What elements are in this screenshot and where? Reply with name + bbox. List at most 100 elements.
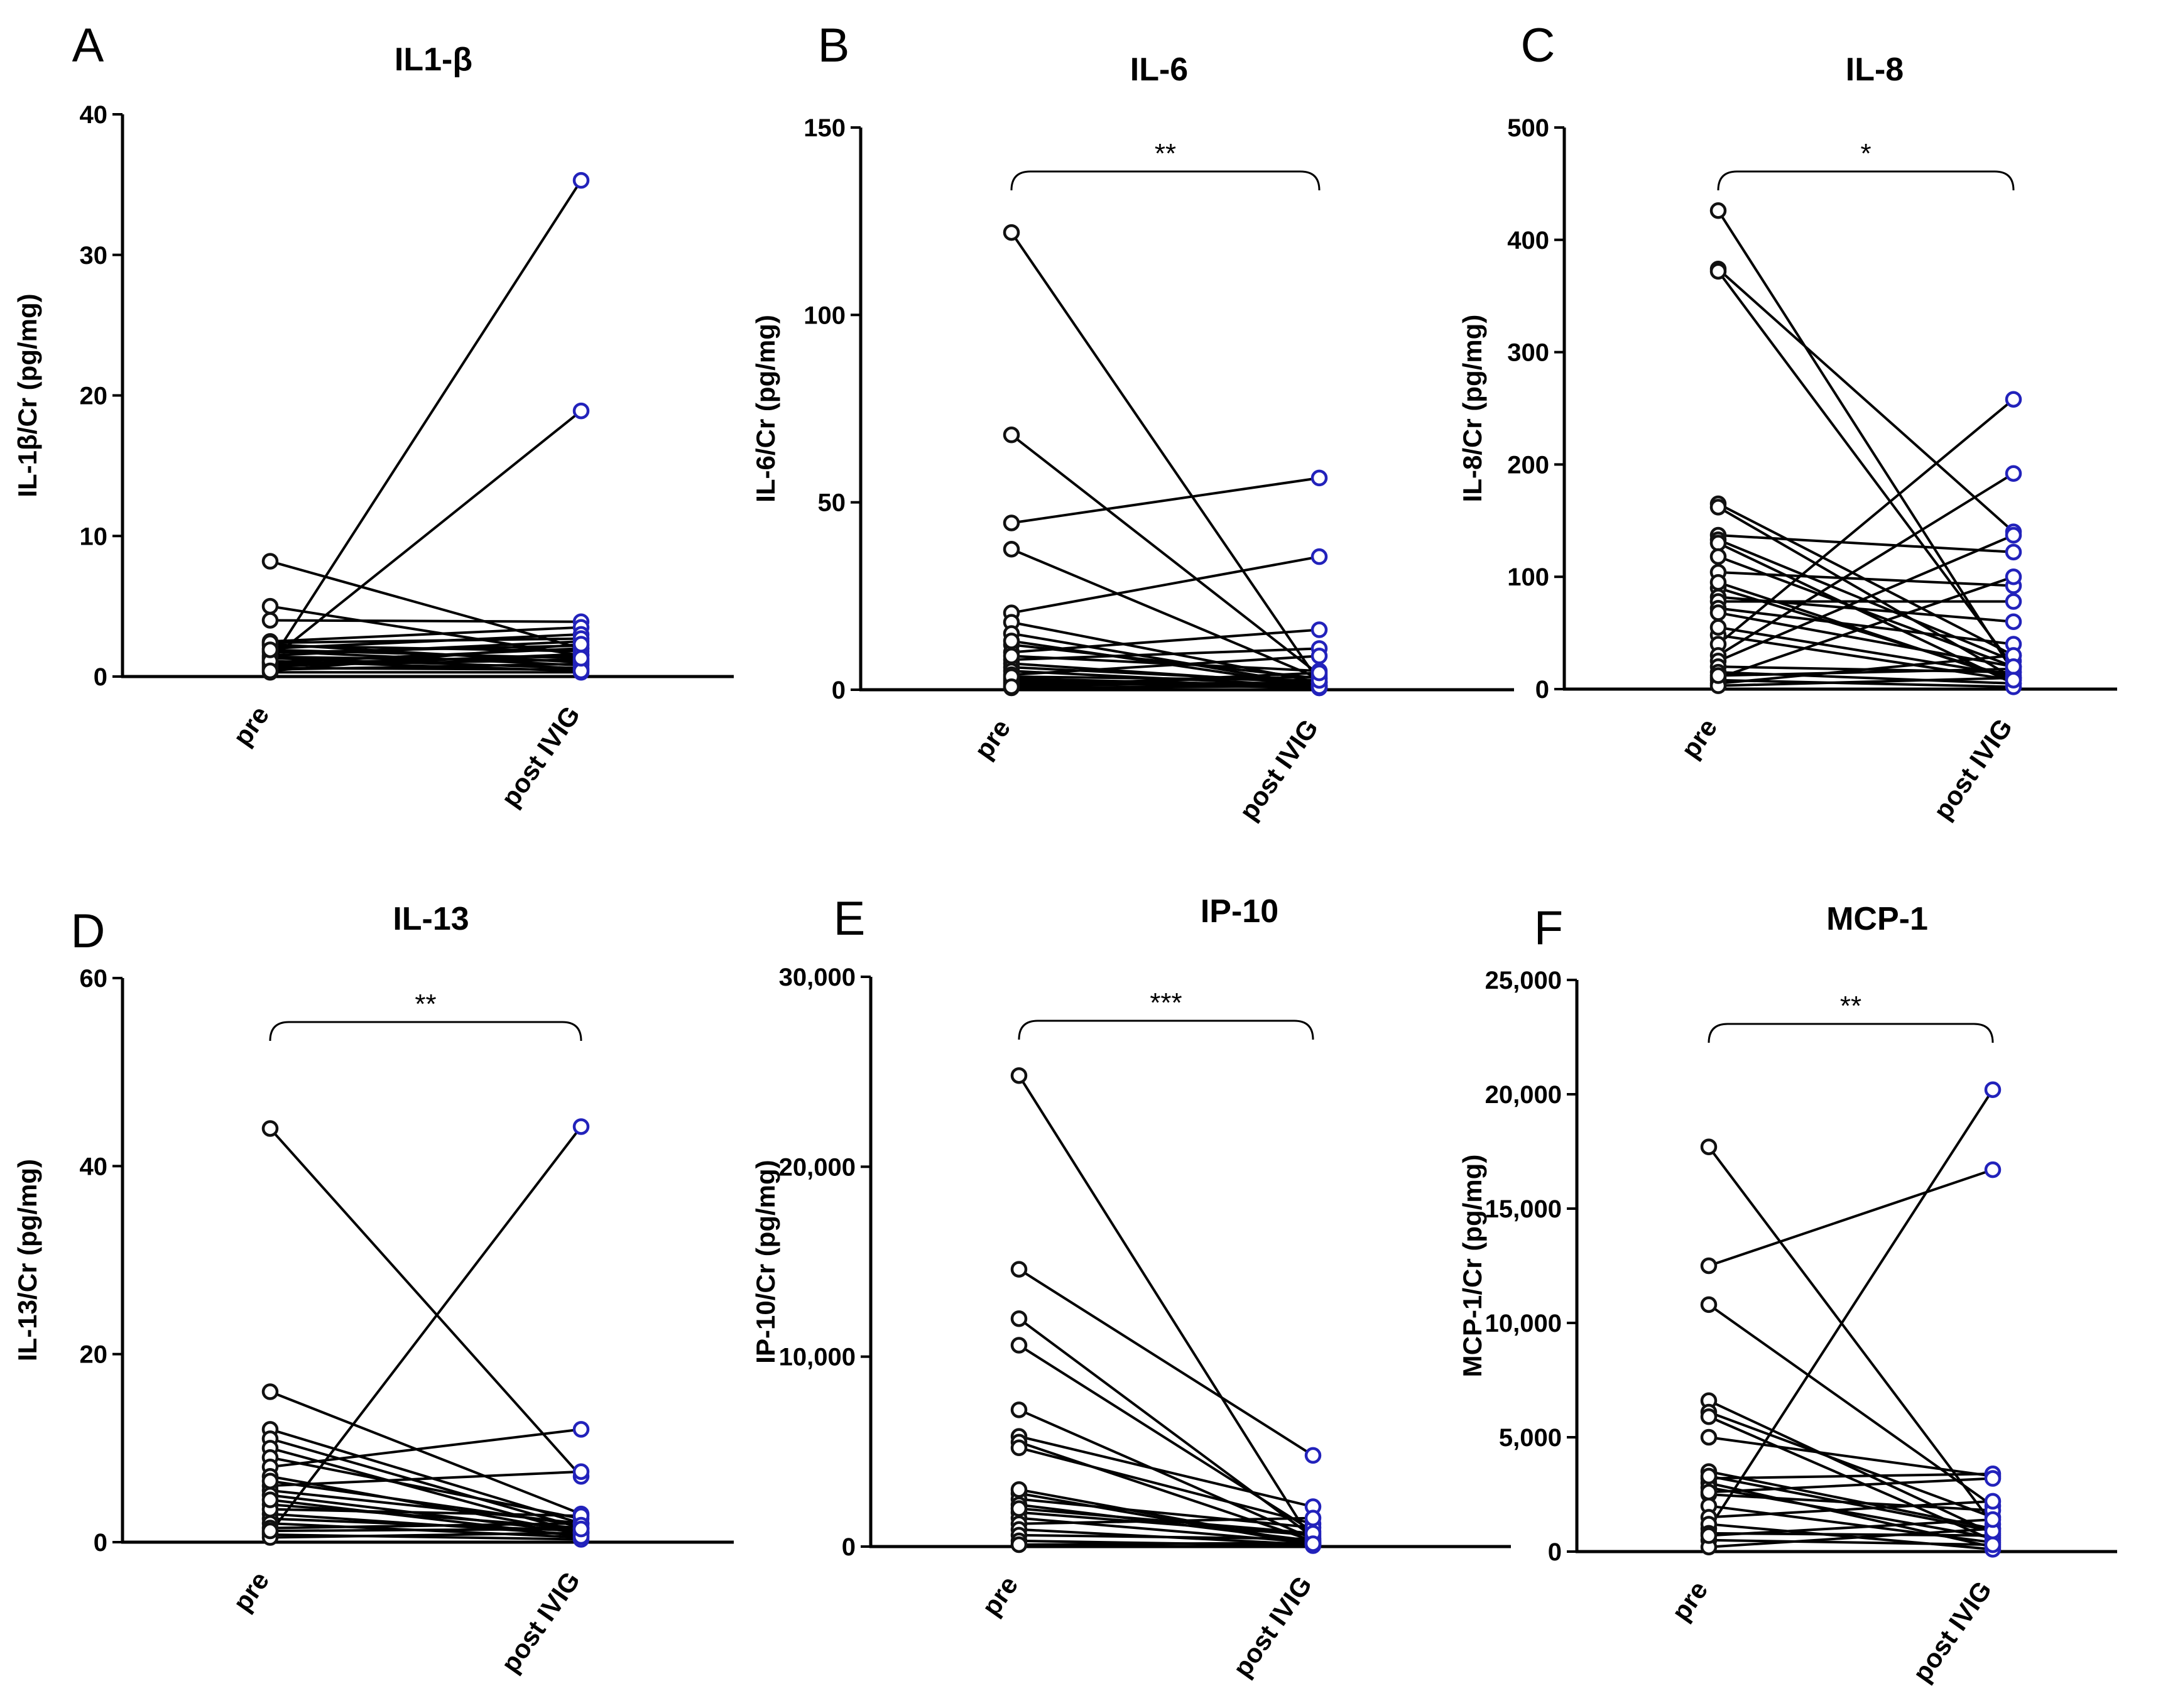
- pair-line: [1708, 1411, 1993, 1519]
- panel-e: E IP-10 IP-10/Cr (pg/mg) 0 10,000 20,000 30,00…: [751, 892, 1511, 1682]
- y-tick-label: 0: [94, 663, 107, 691]
- pair-line: [1010, 433, 1321, 676]
- pair-line: [1708, 1477, 1993, 1494]
- pre-point: [1700, 1408, 1718, 1425]
- pair-line: [1717, 268, 2015, 533]
- pre-point: [1010, 1067, 1028, 1084]
- pair-line: [1718, 678, 2014, 688]
- y-tick-label: 10,000: [1485, 1310, 1562, 1337]
- pre-point: [1010, 1500, 1028, 1517]
- y-axis-label: IP-10/Cr (pg/mg): [751, 1160, 780, 1363]
- pair-line: [270, 1428, 582, 1469]
- pair-line: [270, 1528, 582, 1533]
- category-label-pre: pre: [227, 1566, 275, 1616]
- pair-line: [270, 655, 582, 663]
- pair-line: [270, 560, 582, 650]
- pre-point: [1709, 619, 1727, 636]
- data-points: [261, 1118, 590, 1548]
- pair-line: [1708, 1146, 1994, 1525]
- post-point: [1304, 1447, 1322, 1464]
- pre-point: [1010, 1536, 1028, 1553]
- pair-line: [1708, 1538, 1993, 1547]
- pre-point: [261, 1491, 279, 1508]
- significance-bracket: [1018, 1020, 1314, 1040]
- panel-title: IL-13: [393, 901, 469, 937]
- pair-line: [1718, 555, 2014, 668]
- pair-line: [270, 1456, 582, 1520]
- y-axis-label: IL-1β/Cr (pg/mg): [13, 293, 42, 497]
- pair-line: [1018, 1408, 1314, 1540]
- panel-letter: F: [1534, 901, 1563, 955]
- panel-f: F MCP-1 MCP-1/Cr (pg/mg) 0 5,000 10,000 15,000…: [1457, 901, 2117, 1687]
- category-label-pre: pre: [227, 700, 275, 751]
- pre-point: [1003, 678, 1020, 695]
- post-point: [2005, 465, 2022, 482]
- panel-a: A IL1-β IL-1β/Cr (pg/mg) 0 10 20 30 40 pre post I…: [13, 19, 734, 812]
- post-point: [572, 650, 590, 667]
- pair-line: [270, 1390, 582, 1515]
- post-point: [2005, 391, 2022, 408]
- y-tick-label: 200: [1507, 451, 1549, 479]
- y-tick-label: 150: [804, 114, 846, 142]
- pre-point: [1003, 514, 1020, 531]
- panel-title: IL-8: [1846, 52, 1904, 88]
- y-tick-label: 40: [80, 101, 108, 129]
- pre-point: [1003, 648, 1020, 665]
- pre-point: [1010, 1401, 1028, 1418]
- category-label-post: post IVIG: [1233, 714, 1324, 825]
- pair-line: [1018, 1498, 1314, 1529]
- post-point: [1984, 1536, 2002, 1553]
- data-points: [1010, 1067, 1322, 1554]
- paired-lines: [1018, 1075, 1314, 1547]
- pre-point: [1709, 499, 1727, 516]
- y-tick-label: 20,000: [779, 1153, 856, 1181]
- panel-letter: A: [72, 19, 104, 72]
- post-point: [572, 1463, 590, 1480]
- post-point: [1310, 469, 1328, 487]
- y-tick-label: 5,000: [1499, 1424, 1562, 1452]
- y-tick-label: 30: [80, 242, 108, 269]
- significance-label: ***: [1150, 987, 1182, 1018]
- paired-lines: [269, 1126, 582, 1541]
- panel-d: D IL-13 IL-13/Cr (pg/mg) 0 20 40 60 pre post IVI…: [13, 901, 734, 1678]
- pre-point: [1700, 1428, 1718, 1446]
- pre-point: [1003, 427, 1020, 443]
- pair-line: [1708, 1470, 1993, 1530]
- panel-title: IP-10: [1201, 893, 1278, 930]
- category-label-pre: pre: [1675, 713, 1723, 763]
- pre-point: [1709, 535, 1727, 552]
- pair-line: [270, 626, 582, 643]
- pair-line: [270, 1494, 582, 1535]
- significance-bracket: [1010, 170, 1321, 191]
- y-tick-label: 0: [94, 1529, 107, 1557]
- pre-point: [1700, 1296, 1718, 1314]
- pair-line: [270, 643, 582, 673]
- y-tick-label: 10,000: [779, 1344, 856, 1371]
- pair-line: [1718, 611, 2014, 668]
- y-tick-label: 60: [80, 965, 108, 993]
- pair-line: [1717, 472, 2015, 657]
- pre-point: [261, 641, 279, 658]
- paired-lines: [1010, 231, 1321, 690]
- post-point: [1984, 1511, 2002, 1528]
- data-points: [261, 171, 590, 681]
- significance-label: **: [1155, 138, 1176, 169]
- y-axis-label: MCP-1/Cr (pg/mg): [1457, 1155, 1487, 1378]
- post-point: [572, 636, 590, 653]
- post-point: [572, 402, 590, 420]
- pair-line: [1718, 654, 2014, 685]
- post-point: [2005, 613, 2022, 630]
- post-point: [1310, 621, 1328, 638]
- pair-line: [270, 1437, 582, 1530]
- y-tick-label: 50: [818, 489, 846, 517]
- pair-line: [1011, 677, 1320, 688]
- pair-line: [1708, 1399, 1993, 1535]
- pair-line: [270, 637, 582, 645]
- pre-point: [1709, 548, 1727, 565]
- pair-line: [1708, 1436, 1993, 1477]
- y-tick-label: 0: [842, 1533, 856, 1561]
- y-tick-label: 10: [80, 523, 108, 550]
- data-points: [1003, 224, 1328, 697]
- category-label-post: post IVIG: [495, 1566, 586, 1678]
